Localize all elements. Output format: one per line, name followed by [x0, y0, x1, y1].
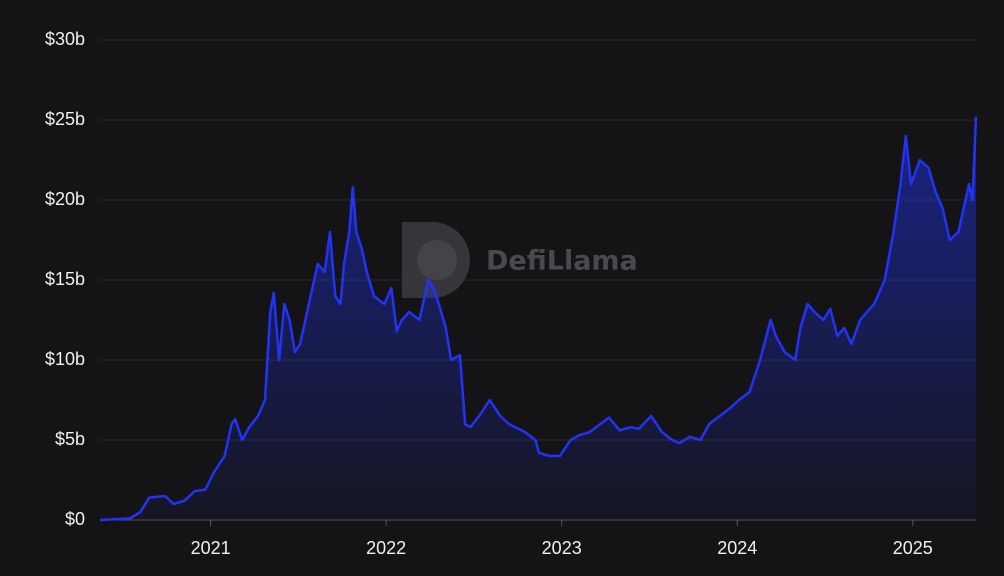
- line: [99, 116, 978, 522]
- watermark: DefiLlama: [486, 246, 638, 277]
- x-tick-label: 2025: [893, 538, 933, 558]
- y-tick-label: $15b: [45, 269, 85, 289]
- x-tick-label: 2023: [542, 538, 582, 558]
- watermark-logo: [402, 222, 470, 298]
- y-tick-label: $5b: [55, 429, 85, 449]
- y-tick-label: $20b: [45, 189, 85, 209]
- plot: [99, 116, 978, 522]
- x-tick-label: 2021: [191, 538, 231, 558]
- y-tick-label: $10b: [45, 349, 85, 369]
- x-tick-label: 2022: [366, 538, 406, 558]
- x-tick-label: 2024: [717, 538, 757, 558]
- y-tick-label: $25b: [45, 109, 85, 129]
- y-tick-label: $30b: [45, 29, 85, 49]
- area: [100, 116, 976, 521]
- y-tick-label: $0: [65, 509, 85, 529]
